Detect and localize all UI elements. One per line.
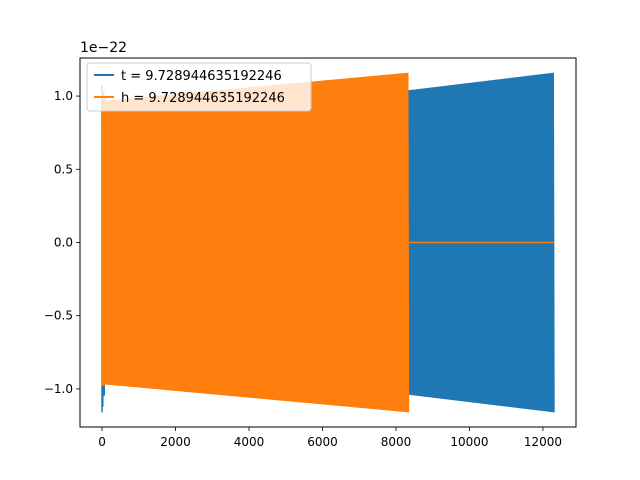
x-tick-label: 4000 — [234, 435, 265, 449]
x-tick-label: 2000 — [160, 435, 191, 449]
x-tick-label: 10000 — [450, 435, 488, 449]
x-tick-label: 12000 — [524, 435, 562, 449]
y-tick-label: 0.5 — [54, 162, 73, 176]
y-tick-label: 0.0 — [54, 236, 73, 250]
plot-series-layer — [101, 72, 555, 413]
x-tick-label: 6000 — [307, 435, 338, 449]
y-tick-label: −0.5 — [44, 309, 73, 323]
legend-label-0: t = 9.728944635192246 — [121, 69, 282, 84]
legend-box — [86, 62, 312, 112]
series-line-1 — [101, 72, 410, 413]
x-tick-label: 0 — [98, 435, 106, 449]
y-tick-label: 1.0 — [54, 89, 73, 103]
x-tick-label: 8000 — [381, 435, 412, 449]
axes: 0 2000 4000 6000 8000 10000 12000 −1.0 −0.5 0.0 0.… — [44, 57, 577, 449]
y-tick-label: −1.0 — [44, 382, 73, 396]
legend-label-1: h = 9.728944635192246 — [121, 91, 285, 106]
plot-area — [101, 72, 555, 413]
legend: t = 9.728944635192246 h = 9.7289446351922… — [86, 62, 312, 112]
y-axis-scale-label: 1e−22 — [80, 40, 127, 56]
